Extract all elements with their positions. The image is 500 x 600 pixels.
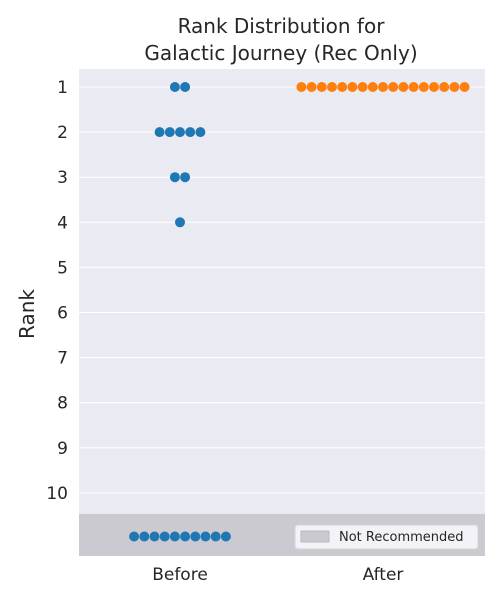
chart-title-line-1: Rank Distribution for [178,14,386,38]
point-after-rank-1 [316,82,327,92]
y-tick-labels: 1 2 3 4 5 6 7 8 9 10 [46,78,68,504]
legend-box [294,524,479,550]
point-before-not-recommended [169,531,180,542]
point-after-rank-1 [439,82,450,92]
point-after-rank-1 [459,82,470,92]
y-axis-label: Rank [15,289,39,339]
point-after-rank-1 [449,82,460,92]
point-before-not-recommended [149,531,160,542]
y-tick-label-10: 10 [46,484,68,504]
point-before-not-recommended [159,531,170,542]
point-before-not-recommended [200,531,211,542]
point-before-rank-2 [154,127,165,138]
y-tick-label-7: 7 [57,349,68,369]
x-tick-label-after: After [363,565,404,585]
point-before-rank-4 [175,217,185,228]
data-points [129,82,470,542]
point-before-rank-2 [175,127,185,138]
point-before-not-recommended [129,531,140,542]
x-tick-labels: Before After [152,565,403,585]
point-after-rank-1 [418,82,429,92]
point-after-rank-1 [388,82,399,92]
gridlines [79,86,485,494]
point-before-not-recommended [210,531,221,542]
point-before-not-recommended [190,531,201,542]
y-tick-label-3: 3 [57,168,68,188]
y-tick-label-5: 5 [57,258,68,278]
y-tick-label-6: 6 [57,304,68,324]
point-before-not-recommended [180,531,191,542]
point-before-rank-1 [169,82,180,92]
point-before-rank-2 [195,127,206,138]
point-before-rank-2 [185,127,196,138]
point-after-rank-1 [306,82,317,92]
point-after-rank-1 [398,82,409,92]
x-tick-label-before: Before [152,565,208,585]
point-after-rank-1 [357,82,368,92]
point-after-rank-1 [327,82,337,92]
point-after-rank-1 [378,82,388,92]
y-tick-label-9: 9 [57,439,68,459]
chart-title-line-2: Galactic Journey (Rec Only) [144,41,417,65]
y-tick-label-2: 2 [57,123,68,143]
legend-label: Not Recommended [339,530,464,545]
point-after-rank-1 [408,82,419,92]
point-after-rank-1 [296,82,307,92]
point-after-rank-1 [347,82,358,92]
point-before-rank-3 [180,172,191,183]
legend-swatch [300,530,330,543]
point-before-not-recommended [139,531,150,542]
point-before-rank-2 [164,127,175,138]
point-before-not-recommended [220,531,231,542]
point-before-rank-1 [180,82,191,92]
legend: Not Recommended [294,524,479,550]
point-before-rank-3 [169,172,180,183]
point-after-rank-1 [429,82,439,92]
y-tick-label-4: 4 [57,213,68,233]
point-after-rank-1 [337,82,348,92]
y-tick-label-8: 8 [57,394,68,414]
point-after-rank-1 [367,82,378,92]
y-tick-label-1: 1 [57,78,68,98]
